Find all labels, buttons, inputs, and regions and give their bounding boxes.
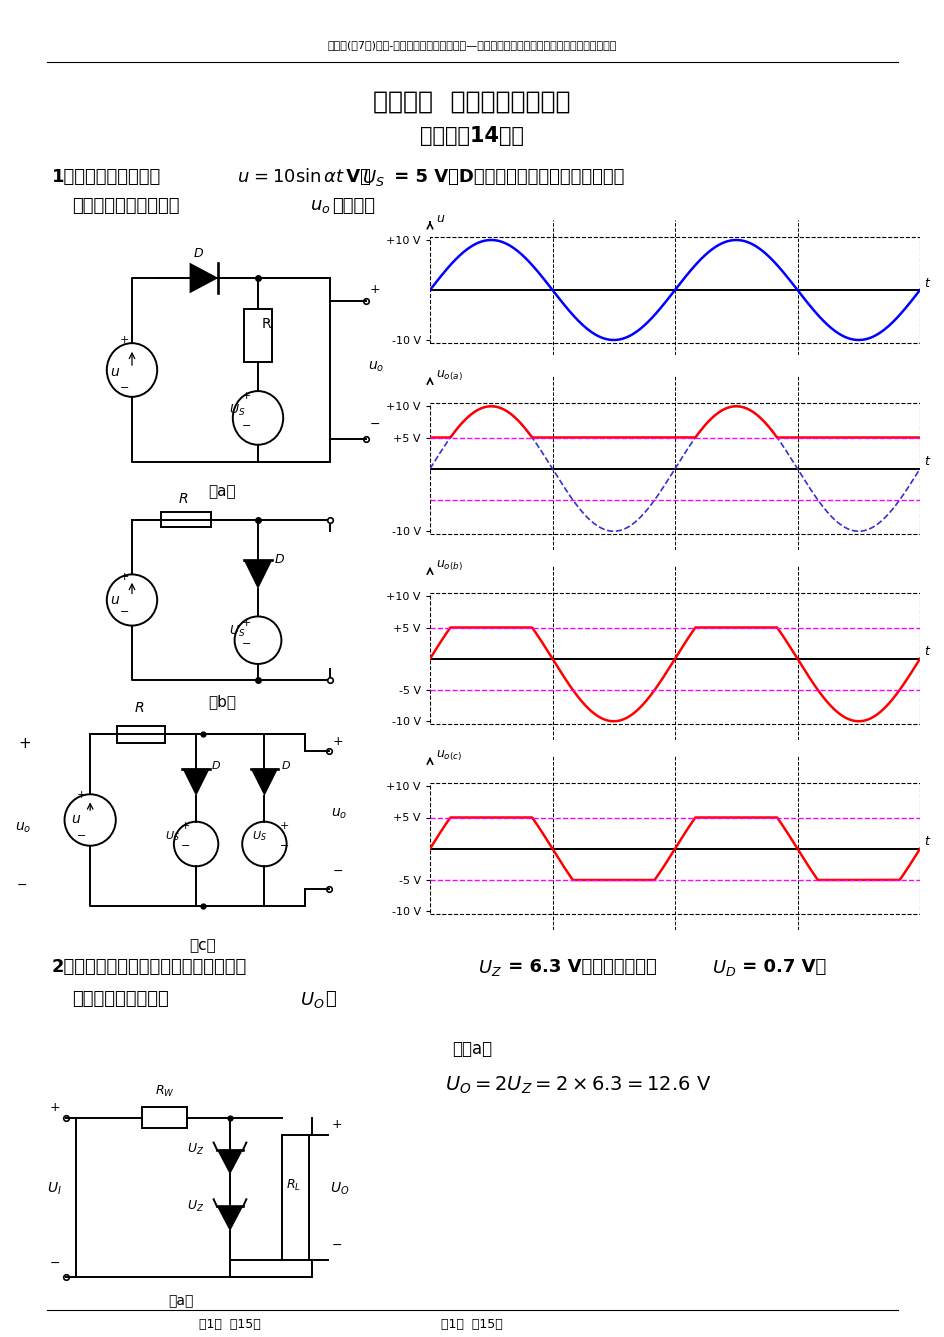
Text: R: R [134, 701, 144, 715]
Text: = 6.3 V，设正向压降为: = 6.3 V，设正向压降为 [501, 959, 656, 976]
Text: $U_Z$: $U_Z$ [478, 959, 501, 977]
Bar [430, 238, 919, 342]
Text: +: + [119, 336, 128, 345]
Text: 。: 。 [325, 989, 335, 1008]
Text: $U_O$: $U_O$ [299, 989, 325, 1009]
Text: （a）: （a） [168, 1294, 194, 1309]
Text: $U_S$: $U_S$ [165, 829, 180, 842]
Bar [160, 512, 211, 527]
Text: +: + [180, 821, 190, 830]
Text: 第1页  共15页: 第1页 共15页 [441, 1318, 502, 1332]
Text: 电工学(第7版)下册-电子技术习题册参考解答—西华大学电气信息学院电工电子教学部版权所有: 电工学(第7版)下册-电子技术习题册参考解答—西华大学电气信息学院电工电子教学部… [327, 40, 616, 49]
Bar [282, 1135, 309, 1259]
Text: +: + [76, 790, 86, 800]
Text: +: + [332, 734, 343, 747]
Text: −: − [119, 607, 128, 616]
Text: D: D [193, 247, 203, 259]
Text: $U_O$: $U_O$ [329, 1181, 349, 1197]
Text: $u_o$: $u_o$ [15, 821, 31, 834]
Text: 第1页  共15页: 第1页 共15页 [199, 1318, 261, 1332]
Polygon shape [182, 769, 210, 796]
Text: $U_S$: $U_S$ [229, 402, 245, 418]
Text: R: R [261, 317, 271, 330]
Text: +: + [119, 572, 128, 582]
Bar [244, 309, 272, 362]
Polygon shape [217, 1150, 243, 1174]
Polygon shape [190, 262, 218, 293]
Text: $U_Z$: $U_Z$ [187, 1199, 205, 1214]
Text: $u$: $u$ [110, 365, 121, 378]
Text: −: − [180, 841, 190, 852]
Text: t: t [923, 836, 929, 848]
Text: −: − [76, 830, 86, 841]
Bar [142, 1107, 187, 1128]
Text: $u_{o(b)}$: $u_{o(b)}$ [435, 559, 463, 574]
Text: （b）: （b） [208, 694, 236, 709]
Polygon shape [250, 769, 278, 796]
Text: −: − [279, 841, 289, 852]
Text: 1、下图电路中，电压: 1、下图电路中，电压 [52, 168, 161, 186]
Text: $u_{o(a)}$: $u_{o(a)}$ [435, 369, 463, 384]
Bar [117, 726, 165, 743]
Text: −: − [331, 1239, 342, 1251]
Text: +: + [369, 283, 379, 297]
Text: = 0.7 V，: = 0.7 V， [735, 959, 825, 976]
Text: $U_O = 2U_Z = 2\times 6.3 = 12.6\ \mathrm{V}$: $U_O = 2U_Z = 2\times 6.3 = 12.6\ \mathr… [445, 1075, 711, 1096]
Bar [430, 783, 919, 915]
Text: $u_o$: $u_o$ [330, 806, 347, 821]
Text: +: + [331, 1118, 342, 1131]
Text: （c）: （c） [190, 939, 216, 953]
Polygon shape [217, 1206, 243, 1231]
Text: −: − [242, 639, 251, 650]
Text: −: − [17, 878, 27, 892]
Text: $U_S$: $U_S$ [252, 829, 267, 842]
Text: 出所示各电路输出电压: 出所示各电路输出电压 [72, 197, 179, 215]
Text: $U_I$: $U_I$ [46, 1181, 61, 1197]
Text: = 5 V，D为硅二极管，视为理想二极管画: = 5 V，D为硅二极管，视为理想二极管画 [388, 168, 624, 186]
Text: 2、已知下图中，硅稳压二极管的稳压值: 2、已知下图中，硅稳压二极管的稳压值 [52, 959, 247, 976]
Text: +: + [18, 735, 31, 751]
Text: $R_L$: $R_L$ [285, 1178, 300, 1193]
Text: D: D [274, 554, 283, 567]
Bar [430, 404, 919, 535]
Text: $U_S$: $U_S$ [362, 168, 384, 189]
Text: $= 10\sin\alpha t$: $= 10\sin\alpha t$ [250, 168, 345, 186]
Text: $u$: $u$ [72, 813, 81, 826]
Text: +: + [50, 1100, 60, 1114]
Text: $U_D$: $U_D$ [711, 959, 735, 977]
Text: （a）: （a） [208, 484, 236, 500]
Text: 求各电路的输出电压: 求各电路的输出电压 [72, 989, 169, 1008]
Text: （教材第14章）: （教材第14章） [419, 126, 523, 146]
Text: $u$: $u$ [110, 592, 121, 607]
Text: −: − [242, 421, 251, 432]
Text: t: t [923, 455, 929, 468]
Text: −: − [332, 865, 343, 878]
Text: $R_W$: $R_W$ [155, 1084, 174, 1099]
Text: −: − [119, 384, 128, 393]
Text: +: + [242, 390, 251, 401]
Text: 第一部分  电子电路器件基础: 第一部分 电子电路器件基础 [373, 90, 570, 114]
Text: t: t [923, 644, 929, 658]
Text: $u_o$: $u_o$ [367, 360, 383, 374]
Polygon shape [244, 560, 272, 590]
Text: $u_o$: $u_o$ [310, 197, 330, 215]
Text: $U_Z$: $U_Z$ [187, 1142, 205, 1158]
Text: +: + [279, 821, 289, 830]
Text: D: D [281, 761, 290, 770]
Text: $u$: $u$ [435, 213, 445, 226]
Bar [430, 594, 919, 725]
Text: 的波形。: 的波形。 [331, 197, 375, 215]
Text: 解（a）: 解（a） [451, 1040, 492, 1058]
Text: D: D [211, 761, 220, 770]
Text: +: + [242, 618, 251, 627]
Text: V，: V， [340, 168, 370, 186]
Text: t: t [923, 277, 929, 290]
Text: −: − [50, 1257, 60, 1270]
Text: $U_S$: $U_S$ [229, 624, 245, 639]
Text: $u$: $u$ [237, 168, 249, 186]
Text: R: R [178, 492, 188, 507]
Text: −: − [369, 417, 379, 431]
Text: $u_{o(c)}$: $u_{o(c)}$ [435, 749, 462, 763]
